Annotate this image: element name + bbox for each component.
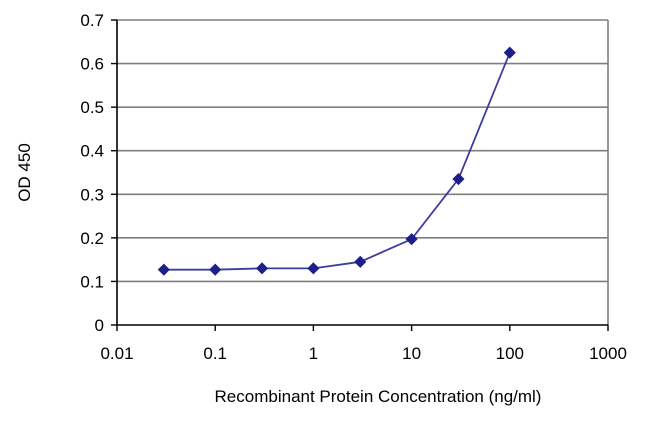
y-tick-label: 0.5 xyxy=(80,98,104,117)
y-tick-label: 0.7 xyxy=(80,11,104,30)
data-point-marker xyxy=(209,263,222,276)
y-tick-label: 0.3 xyxy=(80,185,104,204)
y-tick-label: 0.6 xyxy=(80,55,104,74)
plot-area xyxy=(117,20,608,325)
series-layer xyxy=(157,46,516,276)
data-point-marker xyxy=(405,233,418,246)
y-tick-label: 0.4 xyxy=(80,142,104,161)
series-line xyxy=(163,52,511,271)
data-point-marker xyxy=(503,46,516,59)
data-point-marker xyxy=(354,255,367,268)
axes xyxy=(111,19,609,331)
x-tick-label: 10 xyxy=(402,344,421,363)
x-axis-title: Recombinant Protein Concentration (ng/ml… xyxy=(215,387,542,406)
tick-labels: 0 0.1 0.2 0.3 0.4 0.5 0.6 0.7 0.01 0.1 1 10 100 1000 xyxy=(80,11,627,363)
x-tick-label: 0.1 xyxy=(203,344,227,363)
x-tick-label: 100 xyxy=(496,344,524,363)
x-tick-label: 0.01 xyxy=(100,344,133,363)
y-tick-label: 0.2 xyxy=(80,229,104,248)
x-tick-label: 1 xyxy=(309,344,318,363)
data-point-marker xyxy=(307,262,320,275)
data-point-marker xyxy=(255,262,269,275)
data-point-marker xyxy=(452,172,465,186)
x-tick-label: 1000 xyxy=(589,344,627,363)
y-tick-label: 0 xyxy=(95,316,104,335)
y-tick-label: 0.1 xyxy=(80,272,104,291)
y-axis-title: OD 450 xyxy=(15,143,34,202)
data-point-marker xyxy=(157,263,170,276)
gridlines xyxy=(117,19,608,283)
